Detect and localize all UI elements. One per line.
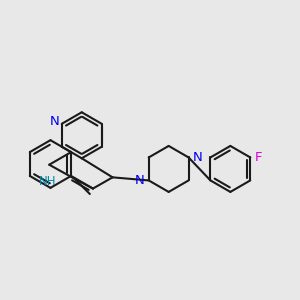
Text: F: F [254, 151, 262, 164]
Text: N: N [193, 151, 202, 164]
Text: N: N [50, 115, 60, 128]
Text: NH: NH [39, 175, 57, 188]
Text: N: N [135, 174, 145, 187]
